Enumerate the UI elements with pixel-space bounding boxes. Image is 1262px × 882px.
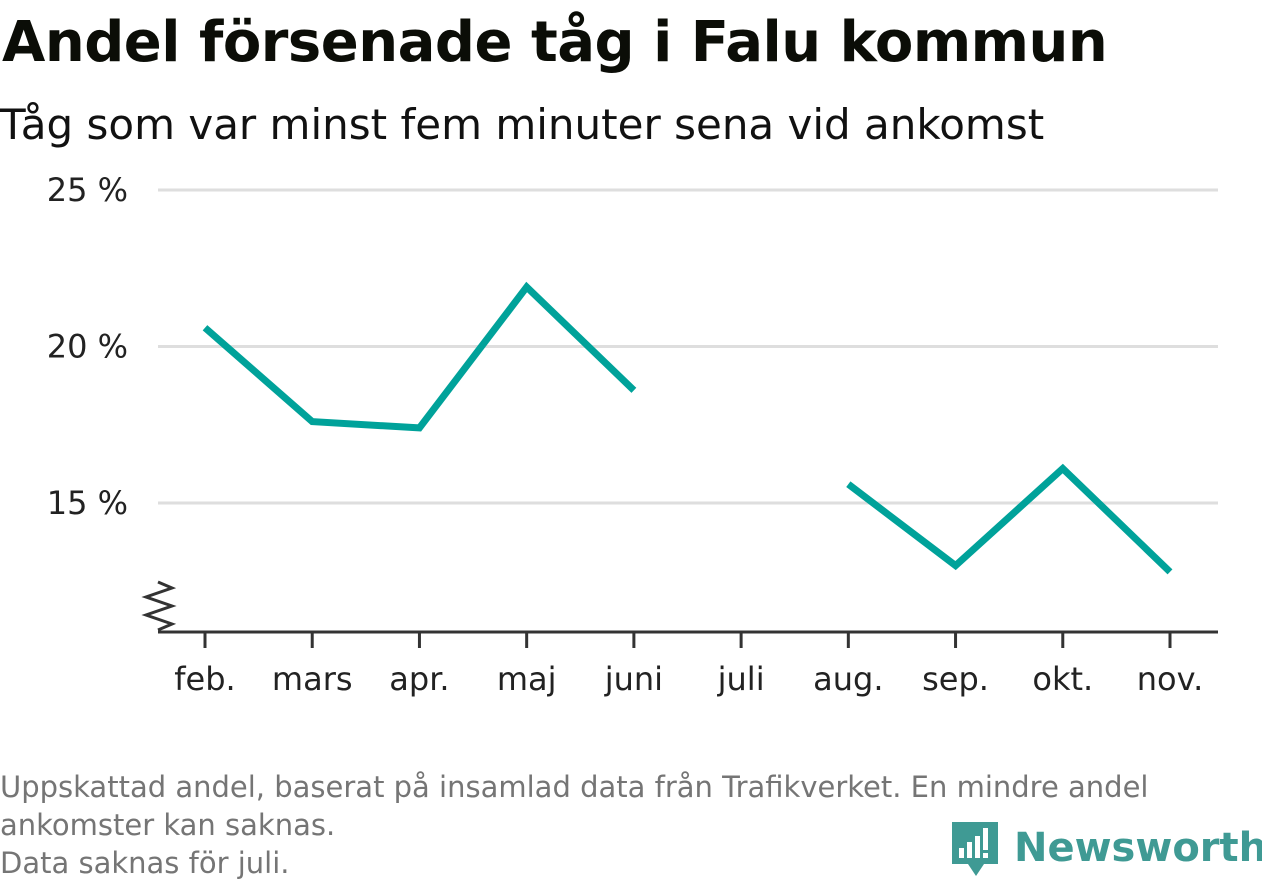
chart-title: Andel försenade tåg i Falu kommun (2, 10, 1108, 75)
x-tick-label: mars (272, 660, 353, 698)
x-tick-label: sep. (922, 660, 989, 698)
series-lines (202, 281, 1173, 575)
x-axis-ticks: feb. mars apr. maj juni juli aug. sep. okt. nov. (174, 632, 1203, 698)
brand-name: Newsworthy (1014, 825, 1262, 871)
x-tick-label: maj (497, 660, 557, 698)
x-tick-label: apr. (389, 660, 449, 698)
chart-subtitle: Tåg som var minst fem minuter sena vid a… (0, 100, 1045, 149)
y-tick-label: 20 % (47, 328, 128, 366)
line-chart: 15 % 20 % 25 % feb. mars apr. maj juni juli aug.… (47, 171, 1218, 698)
brand-logo: Newsworthy (950, 818, 1262, 878)
x-tick-label: juni (604, 660, 663, 698)
x-tick-label: okt. (1032, 660, 1093, 698)
footnote-line: ankomster kan saknas. (0, 808, 336, 842)
y-tick-label: 25 % (47, 171, 128, 209)
newsworthy-logo-icon (952, 822, 998, 876)
footnote-line: Uppskattad andel, baserat på insamlad da… (0, 770, 1149, 804)
footnote: Uppskattad andel, baserat på insamlad da… (0, 768, 1250, 882)
footnote-line: Data saknas för juli. (0, 846, 290, 880)
y-axis-ticks: 15 % 20 % 25 % (47, 171, 128, 522)
y-tick-label: 15 % (47, 484, 128, 522)
x-tick-label: aug. (813, 660, 883, 698)
x-tick-label: juli (717, 660, 765, 698)
series-line (202, 281, 637, 432)
axis-break-icon (141, 580, 177, 632)
x-tick-label: feb. (174, 660, 235, 698)
x-tick-label: nov. (1137, 660, 1203, 698)
series-line (846, 463, 1173, 575)
gridlines (158, 188, 1218, 505)
